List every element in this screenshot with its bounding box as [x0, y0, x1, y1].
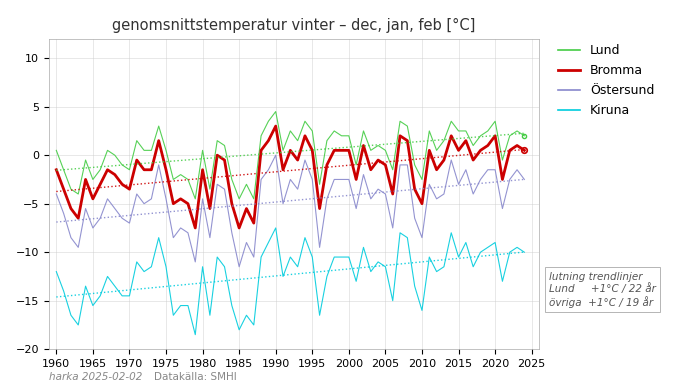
- Legend: Lund, Bromma, Östersund, Kiruna: Lund, Bromma, Östersund, Kiruna: [555, 42, 657, 120]
- Text: harka 2025-02-02: harka 2025-02-02: [49, 372, 142, 382]
- Text: Datakälla: SMHI: Datakälla: SMHI: [154, 372, 237, 382]
- Text: lutning trendlinjer
Lund     +1°C / 22 år
övriga  +1°C / 19 år: lutning trendlinjer Lund +1°C / 22 år öv…: [549, 272, 656, 308]
- Title: genomsnittstemperatur vinter – dec, jan, feb [°C]: genomsnittstemperatur vinter – dec, jan,…: [112, 19, 476, 33]
